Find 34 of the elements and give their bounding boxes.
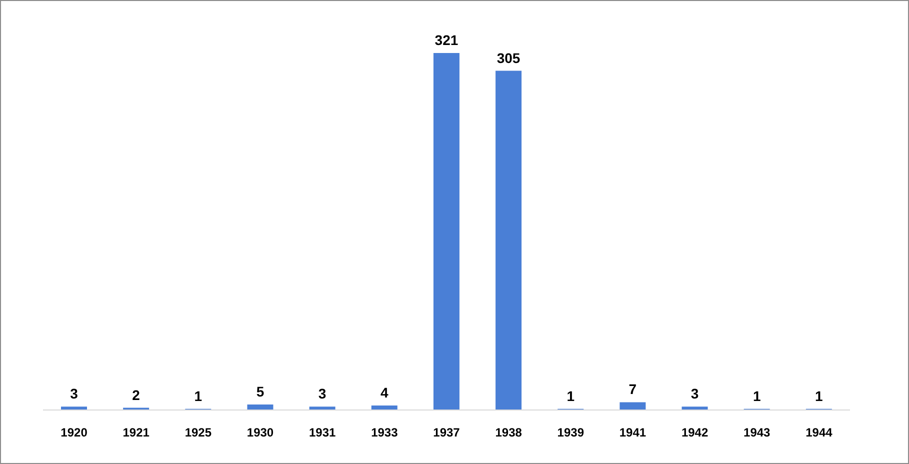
bar bbox=[247, 404, 274, 410]
x-tick-label: 1939 bbox=[557, 426, 584, 440]
x-tick-label: 1937 bbox=[433, 426, 460, 440]
bar bbox=[682, 406, 708, 410]
x-tick-label: 1933 bbox=[371, 426, 398, 440]
x-tick-label: 1920 bbox=[60, 426, 88, 440]
data-label: 321 bbox=[434, 32, 458, 48]
x-tick-label: 1941 bbox=[619, 426, 646, 440]
x-tick-label: 1938 bbox=[495, 426, 522, 440]
data-label: 1 bbox=[752, 388, 761, 404]
data-label: 305 bbox=[496, 50, 520, 66]
data-label: 3 bbox=[70, 386, 78, 402]
data-label: 2 bbox=[132, 386, 140, 403]
x-tick-label: 1921 bbox=[122, 426, 150, 440]
x-tick-label: 1930 bbox=[246, 426, 274, 440]
data-label: 1 bbox=[566, 388, 575, 404]
x-tick-label: 1943 bbox=[744, 426, 771, 440]
bar bbox=[496, 70, 522, 410]
bar bbox=[371, 406, 398, 410]
data-label: 5 bbox=[256, 383, 264, 400]
data-label: 1 bbox=[194, 388, 202, 404]
data-label: 3 bbox=[690, 386, 699, 402]
bar bbox=[433, 53, 460, 410]
x-tick-label: 1942 bbox=[681, 426, 708, 440]
x-tick-label: 1925 bbox=[184, 426, 212, 440]
data-label: 4 bbox=[380, 384, 388, 401]
data-label: 3 bbox=[318, 386, 326, 402]
bar bbox=[620, 402, 646, 410]
data-label: 7 bbox=[628, 381, 637, 398]
x-tick-label: 1931 bbox=[308, 426, 336, 440]
data-label: 1 bbox=[815, 388, 824, 404]
bar bbox=[309, 406, 336, 410]
bar bbox=[61, 406, 87, 410]
x-tick-label: 1944 bbox=[806, 426, 833, 440]
